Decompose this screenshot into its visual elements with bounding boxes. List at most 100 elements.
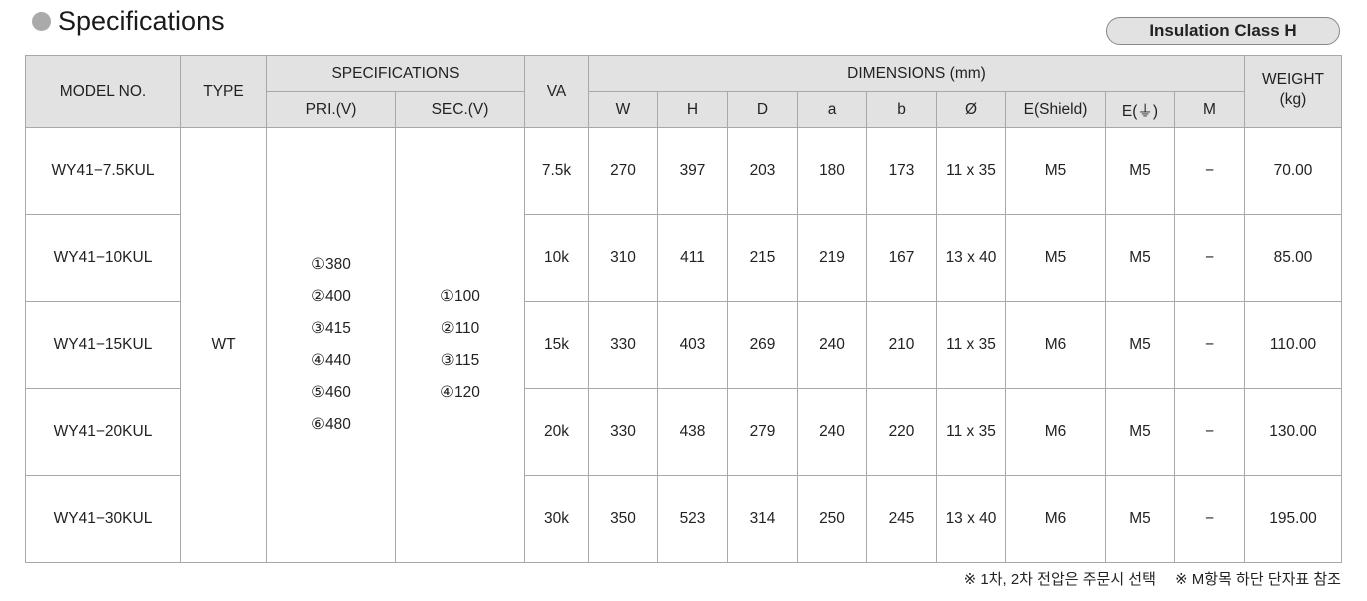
dimension-cell: 350 xyxy=(588,475,658,563)
model-cell: WY41−7.5KUL xyxy=(25,127,181,215)
dimension-cell: M6 xyxy=(1005,301,1106,389)
dimension-cell: − xyxy=(1174,388,1245,476)
pri-voltage-option: ②400 xyxy=(311,288,351,305)
dimension-cell: 523 xyxy=(657,475,728,563)
sec-voltage-cell: ①100 ②110 ③115 ④120 xyxy=(395,127,525,563)
dimension-cell: 220 xyxy=(866,388,937,476)
header-dim: Ø xyxy=(936,91,1006,128)
header-dim: D xyxy=(727,91,798,128)
section-title: Specifications xyxy=(32,6,225,37)
header-sec: SEC.(V) xyxy=(395,91,525,128)
dimension-cell: 330 xyxy=(588,388,658,476)
dimension-cell: 397 xyxy=(657,127,728,215)
header-dim: W xyxy=(588,91,658,128)
table-row: WY41−10KUL 10k 310 411 215 219 167 13 x 40 M5 M5−… xyxy=(25,214,1342,302)
weight-cell: 130.00 xyxy=(1244,388,1342,476)
dimension-cell: 240 xyxy=(797,301,867,389)
dimension-cell: 330 xyxy=(588,301,658,389)
sec-voltage-option: ①100 xyxy=(440,288,480,305)
table-row: WY41−30KUL 30k 350 523 314 250 245 13 x 40 M6 M5−… xyxy=(25,475,1342,563)
dimension-cell: 411 xyxy=(657,214,728,302)
dimension-cell: 13 x 40 xyxy=(936,214,1006,302)
dimension-cell: 11 x 35 xyxy=(936,301,1006,389)
dimension-cell: M5 xyxy=(1105,475,1175,563)
pri-voltage-option: ③415 xyxy=(311,320,351,337)
dimension-cell: 11 x 35 xyxy=(936,127,1006,215)
dimension-cell: 240 xyxy=(797,388,867,476)
dimension-cell: 173 xyxy=(866,127,937,215)
insulation-class-badge: Insulation Class H xyxy=(1106,17,1340,45)
dimension-cell: 403 xyxy=(657,301,728,389)
dimension-cell: 310 xyxy=(588,214,658,302)
model-cell: WY41−30KUL xyxy=(25,475,181,563)
dimension-cell: M5 xyxy=(1105,214,1175,302)
spec-table: MODEL NO. TYPE SPECIFICATIONS VA DIMENSI… xyxy=(25,55,1342,563)
va-cell: 15k xyxy=(524,301,589,389)
dimension-cell: 11 x 35 xyxy=(936,388,1006,476)
dimension-cell: 13 x 40 xyxy=(936,475,1006,563)
header-type: TYPE xyxy=(180,55,267,128)
weight-cell: 70.00 xyxy=(1244,127,1342,215)
sec-voltage-option: ③115 xyxy=(440,352,480,369)
dimension-cell: M5 xyxy=(1105,127,1175,215)
table-row: WY41−20KUL 20k 330 438 279 240 220 11 x 35 M6 M5−… xyxy=(25,388,1342,476)
va-cell: 10k xyxy=(524,214,589,302)
pri-voltage-option: ①380 xyxy=(311,256,351,273)
pri-voltage-cell: ①380 ②400 ③415 ④440 ⑤460 ⑥480 xyxy=(266,127,396,563)
sec-voltage-option: ④120 xyxy=(440,384,480,401)
header-dim: a xyxy=(797,91,867,128)
sec-voltage-option: ②110 xyxy=(440,320,480,337)
pri-voltage-option: ④440 xyxy=(311,352,351,369)
table-row: WY41−7.5KUL WT ①380 ②400 ③415 ④440 ⑤460 ⑥480 ①10… xyxy=(25,127,1342,563)
model-cell: WY41−10KUL xyxy=(25,214,181,302)
weight-cell: 110.00 xyxy=(1244,301,1342,389)
dimension-cell: 279 xyxy=(727,388,798,476)
dimension-cell: 250 xyxy=(797,475,867,563)
dimension-cell: 210 xyxy=(866,301,937,389)
title-text: Specifications xyxy=(58,6,225,36)
header-model: MODEL NO. xyxy=(25,55,181,128)
va-cell: 20k xyxy=(524,388,589,476)
weight-cell: 195.00 xyxy=(1244,475,1342,563)
header-dimensions: DIMENSIONS (mm) xyxy=(588,55,1245,92)
dimension-cell: − xyxy=(1174,301,1245,389)
pri-voltage-option: ⑥480 xyxy=(311,416,351,433)
va-cell: 30k xyxy=(524,475,589,563)
header-specifications: SPECIFICATIONS xyxy=(266,55,525,92)
dimension-cell: 270 xyxy=(588,127,658,215)
header-pri: PRI.(V) xyxy=(266,91,396,128)
model-cell: WY41−20KUL xyxy=(25,388,181,476)
dimension-cell: M6 xyxy=(1005,388,1106,476)
header-dim: E(Shield) xyxy=(1005,91,1106,128)
dimension-cell: M5 xyxy=(1005,214,1106,302)
dimension-cell: 219 xyxy=(797,214,867,302)
header-va: VA xyxy=(524,55,589,128)
dimension-cell: M5 xyxy=(1005,127,1106,215)
model-cell: WY41−15KUL xyxy=(25,301,181,389)
header-dim: H xyxy=(657,91,728,128)
dimension-cell: 314 xyxy=(727,475,798,563)
va-cell: 7.5k xyxy=(524,127,589,215)
header-dim: E(⏚) xyxy=(1105,91,1175,128)
pri-voltage-option: ⑤460 xyxy=(311,384,351,401)
dimension-cell: − xyxy=(1174,214,1245,302)
dimension-cell: M5 xyxy=(1105,388,1175,476)
dimension-cell: M6 xyxy=(1005,475,1106,563)
dimension-cell: − xyxy=(1174,475,1245,563)
dimension-cell: 167 xyxy=(866,214,937,302)
dimension-cell: 438 xyxy=(657,388,728,476)
header-weight: WEIGHT (kg) xyxy=(1244,55,1342,128)
header-dim: b xyxy=(866,91,937,128)
weight-cell: 85.00 xyxy=(1244,214,1342,302)
dimension-cell: 245 xyxy=(866,475,937,563)
dimension-cell: 269 xyxy=(727,301,798,389)
bullet-icon xyxy=(32,12,51,31)
dimension-cell: − xyxy=(1174,127,1245,215)
footnote: ※ 1차, 2차 전압은 주문시 선택 ※ M항목 하단 단자표 참조 xyxy=(963,571,1341,588)
dimension-cell: 215 xyxy=(727,214,798,302)
header-dim: M xyxy=(1174,91,1245,128)
dimension-cell: M5 xyxy=(1105,301,1175,389)
dimension-cell: 203 xyxy=(727,127,798,215)
type-cell: WT xyxy=(180,127,267,563)
dimension-cell: 180 xyxy=(797,127,867,215)
